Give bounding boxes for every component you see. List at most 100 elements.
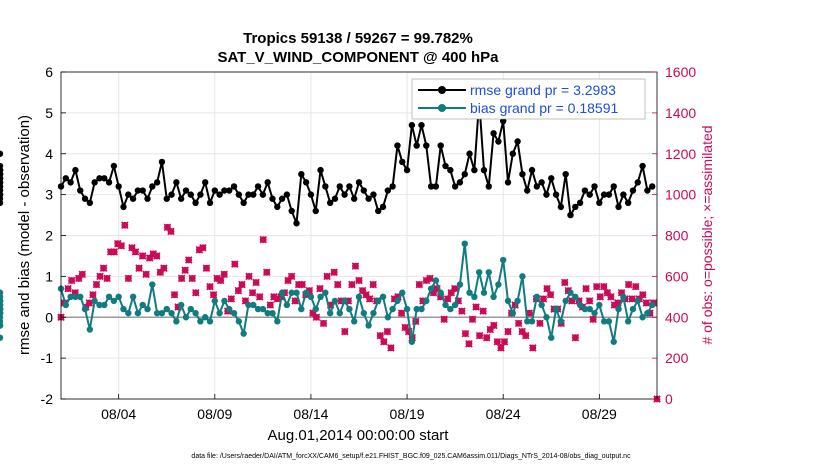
obs-marker <box>479 307 487 315</box>
obs-marker <box>188 274 197 283</box>
obs-marker <box>482 333 491 342</box>
bias-point <box>514 297 521 305</box>
obs-marker <box>585 297 594 305</box>
rmse-point <box>365 195 372 202</box>
obs-marker <box>461 329 470 338</box>
bias-series <box>0 240 656 345</box>
bias-point <box>451 301 459 309</box>
x-tick-label-08/04: 08/04 <box>101 406 136 422</box>
obs-marker <box>135 264 143 272</box>
rmse-point <box>331 195 339 202</box>
rmse-point <box>283 191 291 198</box>
obs-marker-cross <box>316 284 324 293</box>
rmse-point <box>125 191 132 198</box>
x-axis-ticks: 08/04 08/09 08/14 08/19 08/24 08/29 <box>101 394 617 422</box>
bias-point <box>0 289 4 296</box>
bias-point <box>466 289 473 296</box>
bias-point <box>105 293 113 301</box>
obs-marker-cross <box>468 315 477 324</box>
obs-marker-cross <box>238 280 246 289</box>
obs-marker <box>153 252 161 260</box>
bias-point <box>269 309 276 317</box>
bias-point <box>0 322 4 329</box>
obs-marker-cross <box>624 280 633 289</box>
bias-point <box>298 305 305 313</box>
obs-marker-cross <box>96 272 104 281</box>
bias-point <box>432 277 440 284</box>
bias-point <box>134 309 142 317</box>
bias-point <box>620 293 627 301</box>
obs-marker-cross <box>387 344 395 352</box>
obs-marker <box>234 286 243 295</box>
bias-point <box>499 256 507 264</box>
obs-marker <box>596 293 605 301</box>
rmse-point <box>639 162 646 170</box>
bias-point <box>336 309 343 317</box>
obs-marker <box>199 243 207 252</box>
legend: rmse grand pr = 3.2983 bias grand pr = 0… <box>411 78 646 120</box>
obs-marker <box>177 274 186 283</box>
obs-marker-cross <box>497 344 505 352</box>
obs-marker-cross <box>504 327 512 336</box>
rmse-point <box>293 220 300 227</box>
obs-marker-cross <box>397 309 406 317</box>
obs-marker-cross <box>529 344 537 352</box>
bias-point <box>206 318 214 325</box>
bias-point <box>288 289 295 296</box>
obs-marker <box>78 270 87 279</box>
legend-box <box>411 78 646 120</box>
rmse-point <box>322 183 329 190</box>
bias-point <box>418 305 425 313</box>
bias-point <box>307 293 315 301</box>
chart-subtitle: SAT_V_WIND_COMPONENT @ 400 hPa <box>217 49 499 66</box>
obs-marker-cross <box>369 280 377 289</box>
bias-point <box>331 297 339 305</box>
rmse-point <box>302 179 310 186</box>
bias-point <box>624 318 632 325</box>
rmse-point <box>254 183 262 190</box>
rmse-point <box>259 191 267 198</box>
chart-title: Tropics 59138 / 59267 = 99.782% <box>243 30 473 47</box>
legend-rmse-label: rmse grand pr = 3.2983 <box>470 82 616 98</box>
bias-point <box>548 334 555 341</box>
bias-point <box>475 269 483 276</box>
obs-marker <box>117 241 126 250</box>
y-left-tick-label-3: 3 <box>45 187 53 203</box>
obs-marker <box>92 280 101 289</box>
obs-marker-cross <box>500 338 509 346</box>
rmse-point <box>600 191 608 198</box>
bias-point <box>326 309 334 317</box>
obs-marker-cross <box>231 260 239 268</box>
obs-marker-cross <box>383 327 392 336</box>
y-right-tick-label-600: 600 <box>665 268 689 284</box>
obs-marker <box>248 288 257 297</box>
obs-marker <box>262 268 271 277</box>
rmse-point <box>620 191 627 198</box>
obs-marker <box>504 327 512 336</box>
bias-point <box>581 305 589 313</box>
rmse-point <box>408 121 416 129</box>
obs-marker <box>397 309 406 317</box>
bias-point <box>375 297 382 305</box>
obs-marker-cross <box>571 333 580 342</box>
obs-marker-cross <box>312 313 321 322</box>
obs-marker <box>440 315 448 324</box>
rmse-point <box>572 203 579 211</box>
obs-marker <box>383 327 392 336</box>
bias-point <box>437 289 444 296</box>
obs-marker <box>131 248 140 256</box>
obs-marker-cross <box>539 295 548 303</box>
obs-marker-cross <box>582 284 590 293</box>
y-left-tick-label--1: -1 <box>41 350 54 366</box>
x-tick-label-08/19: 08/19 <box>390 406 425 422</box>
rmse-point <box>480 166 488 174</box>
obs-marker-cross <box>255 293 264 301</box>
obs-marker <box>639 291 647 299</box>
bias-point <box>600 318 608 325</box>
obs-marker-cross <box>227 295 236 303</box>
bias-point <box>572 293 579 301</box>
rmse-point <box>437 142 444 149</box>
rmse-point <box>158 158 166 166</box>
bias-point <box>72 293 79 301</box>
